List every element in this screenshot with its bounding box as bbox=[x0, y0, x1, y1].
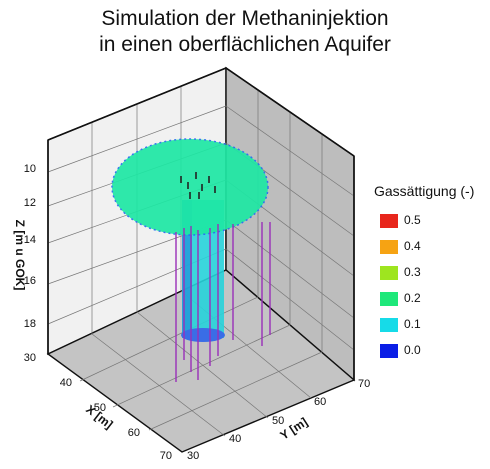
legend-swatch bbox=[380, 266, 398, 280]
legend-colorbar bbox=[380, 214, 398, 358]
legend-value-label: 0.5 bbox=[404, 213, 421, 227]
legend-swatch bbox=[380, 240, 398, 254]
z-tick-label: 12 bbox=[24, 197, 36, 209]
legend-swatch bbox=[380, 214, 398, 228]
z-tick-label: 30 bbox=[24, 352, 36, 364]
y-tick-label: 30 bbox=[187, 450, 199, 462]
y-tick-label: 40 bbox=[229, 433, 241, 445]
legend-value-label: 0.2 bbox=[404, 291, 421, 305]
z-tick-label: 18 bbox=[24, 318, 36, 330]
legend-swatch bbox=[380, 344, 398, 358]
z-tick-label: 10 bbox=[24, 163, 36, 175]
legend-value-label: 0.4 bbox=[404, 239, 421, 253]
plume-disk bbox=[111, 138, 269, 236]
chart-title-line-1: Simulation der Methaninjektion bbox=[101, 7, 389, 30]
legend-swatch bbox=[380, 292, 398, 306]
legend-value-label: 0.1 bbox=[404, 317, 421, 331]
legend-value-label: 0.3 bbox=[404, 265, 421, 279]
y-tick-label: 60 bbox=[314, 396, 326, 408]
legend-swatch bbox=[380, 318, 398, 332]
injection-wells bbox=[175, 172, 271, 382]
legend-title: Gassättigung (-) bbox=[374, 183, 475, 199]
x-tick-label: 70 bbox=[160, 450, 172, 462]
column-shadow bbox=[182, 200, 192, 338]
legend-value-label: 0.0 bbox=[404, 343, 421, 357]
column-base bbox=[181, 328, 225, 342]
y-axis-ticks: 30 40 50 60 70 bbox=[187, 378, 370, 462]
z-tick-label: 16 bbox=[24, 275, 36, 287]
z-axis-label: Z [m u GOK] bbox=[13, 220, 27, 291]
x-tick-label: 50 bbox=[94, 402, 106, 414]
plume-disk-fill bbox=[111, 138, 269, 236]
y-tick-label: 70 bbox=[358, 378, 370, 390]
x-axis-ticks: 40 50 60 70 bbox=[60, 377, 172, 462]
x-tick-label: 60 bbox=[128, 427, 140, 439]
y-tick-label: 50 bbox=[272, 415, 284, 427]
z-tick-label: 14 bbox=[24, 234, 36, 246]
x-tick-label: 40 bbox=[60, 377, 72, 389]
chart-title-line-2: in einen oberflächlichen Aquifer bbox=[99, 33, 391, 56]
z-axis-ticks: 10 12 14 16 18 30 bbox=[24, 163, 36, 364]
frame-edges bbox=[47, 67, 355, 380]
